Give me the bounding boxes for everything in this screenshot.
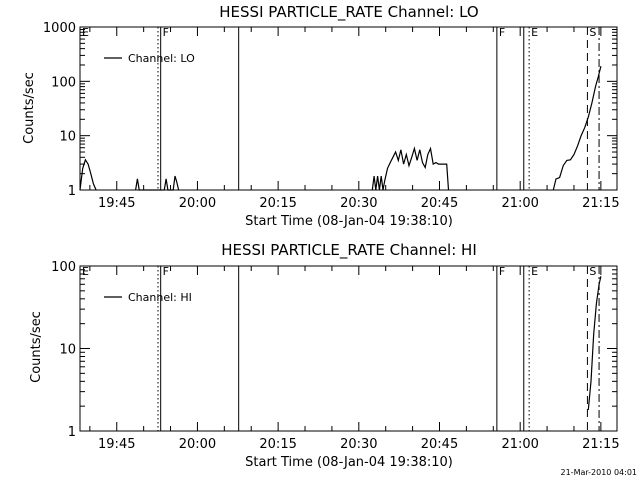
x-tick-label: 19:45 bbox=[98, 437, 135, 452]
panel-lo-title: HESSI PARTICLE_RATE Channel: LO bbox=[219, 3, 478, 22]
legend-label: Channel: HI bbox=[128, 291, 192, 304]
panel-hi: HESSI PARTICLE_RATE Channel: HI Start Ti… bbox=[29, 241, 620, 470]
panel-hi-ylabel: Counts/sec bbox=[29, 311, 44, 383]
event-marker-label: F bbox=[499, 265, 505, 278]
event-marker-label: E bbox=[82, 26, 89, 39]
panel-hi-title: HESSI PARTICLE_RATE Channel: HI bbox=[221, 241, 477, 260]
panel-hi-xlabel: Start Time (08-Jan-04 19:38:10) bbox=[245, 455, 453, 470]
series-line bbox=[79, 66, 602, 191]
event-marker-label: S bbox=[589, 265, 596, 278]
x-tick-label: 20:30 bbox=[340, 437, 377, 452]
y-tick-label: 10 bbox=[59, 130, 76, 145]
event-marker-label: F bbox=[163, 265, 169, 278]
legend-label: Channel: LO bbox=[128, 52, 195, 65]
x-tick-label: 19:45 bbox=[98, 196, 135, 211]
y-tick-label: 100 bbox=[51, 75, 76, 90]
x-tick-label: 21:00 bbox=[501, 196, 538, 211]
series-line bbox=[587, 276, 602, 410]
event-marker-label: E bbox=[531, 265, 538, 278]
event-marker-label: E bbox=[82, 265, 89, 278]
x-tick-label: 20:45 bbox=[421, 437, 458, 452]
x-tick-label: 20:00 bbox=[179, 196, 216, 211]
event-marker-label: F bbox=[499, 26, 505, 39]
panel-hi-plot-layer: 19:45 20:00 20:15 20:30 20:45 21:00 21:15 1 10 10… bbox=[51, 260, 619, 452]
event-marker-label: S bbox=[589, 26, 596, 39]
event-marker-label: E bbox=[531, 26, 538, 39]
y-tick-label: 100 bbox=[51, 260, 76, 275]
x-tick-label: 20:15 bbox=[259, 437, 296, 452]
y-tick-label: 1 bbox=[68, 184, 76, 199]
panel-lo-plot-layer: 19:45 20:00 20:15 20:30 20:45 21:00 21:15 1 10 10… bbox=[43, 21, 620, 211]
x-tick-label: 20:30 bbox=[340, 196, 377, 211]
panel-lo-ylabel: Counts/sec bbox=[22, 72, 37, 144]
x-tick-label: 20:00 bbox=[179, 437, 216, 452]
footer-timestamp: 21-Mar-2010 04:01 bbox=[561, 468, 638, 477]
panel-lo: HESSI PARTICLE_RATE Channel: LO Start Ti… bbox=[22, 3, 620, 229]
y-tick-label: 1000 bbox=[43, 21, 76, 36]
x-tick-label: 21:15 bbox=[582, 196, 619, 211]
x-tick-label: 21:00 bbox=[501, 437, 538, 452]
y-tick-label: 10 bbox=[59, 343, 76, 358]
event-marker-label: F bbox=[163, 26, 169, 39]
panel-lo-xlabel: Start Time (08-Jan-04 19:38:10) bbox=[245, 214, 453, 229]
x-tick-label: 21:15 bbox=[582, 437, 619, 452]
y-tick-label: 1 bbox=[68, 425, 76, 440]
x-tick-label: 20:15 bbox=[259, 196, 296, 211]
x-tick-label: 20:45 bbox=[421, 196, 458, 211]
